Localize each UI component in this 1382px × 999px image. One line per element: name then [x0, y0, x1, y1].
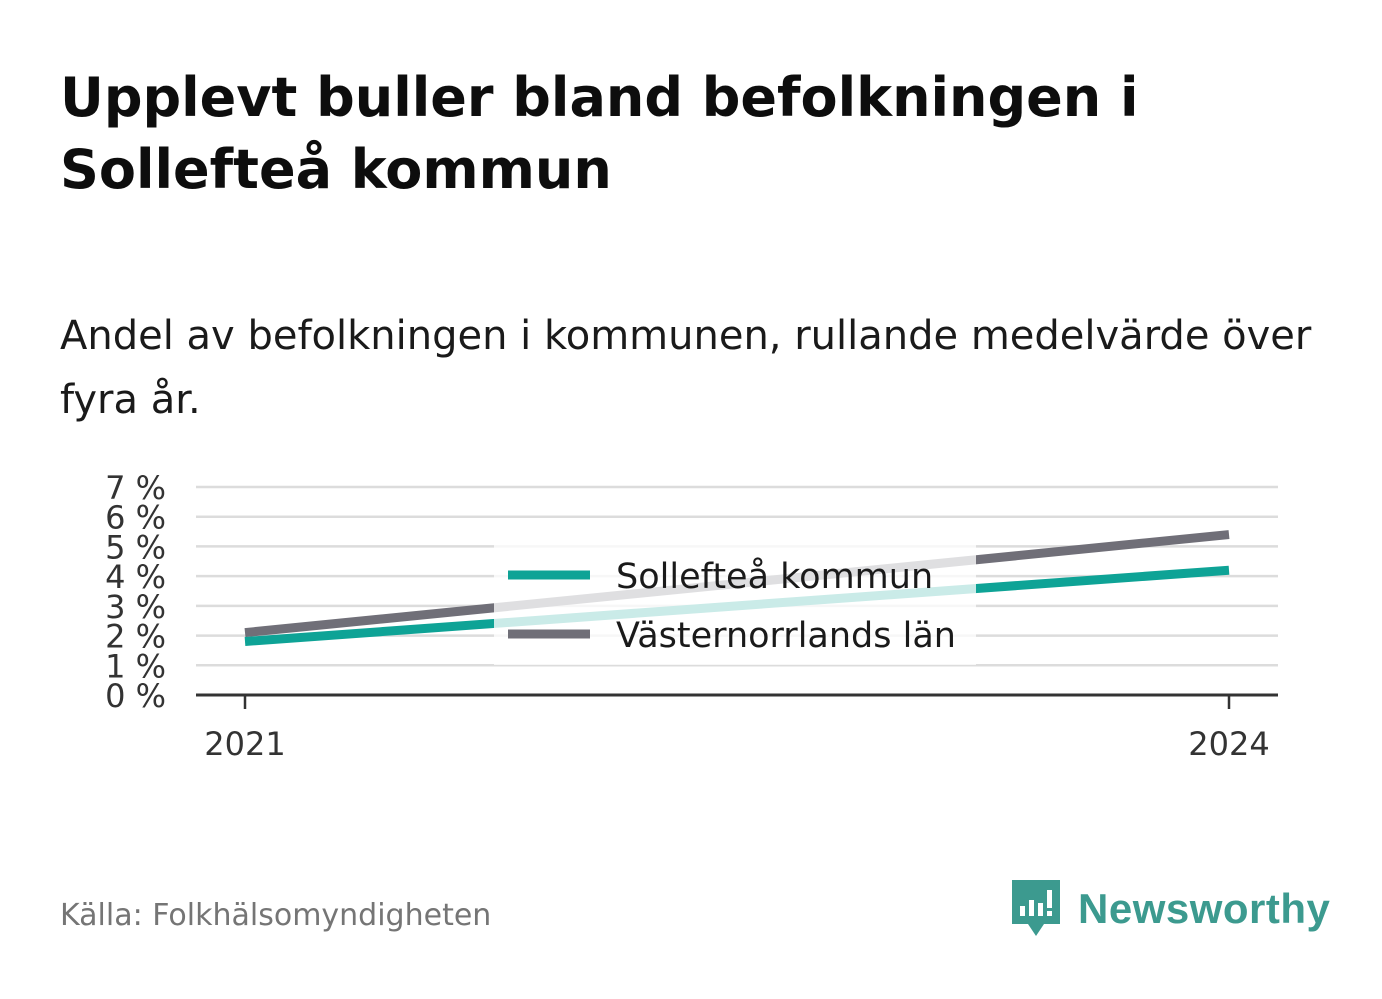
chart-subtitle: Andel av befolkningen i kommunen, rullan…	[60, 313, 1312, 423]
y-tick-label: 0 %	[105, 677, 166, 715]
newsworthy-logo-icon	[1012, 880, 1060, 936]
legend-box	[494, 545, 976, 665]
y-tick-label: 1 %	[105, 647, 166, 685]
y-tick-label: 3 %	[105, 588, 166, 626]
x-tick-label: 2024	[1188, 725, 1269, 763]
legend-label: Västernorrlands län	[616, 616, 956, 656]
brand-logo: Newsworthy	[1010, 878, 1330, 940]
brand-name: Newsworthy	[1078, 885, 1331, 932]
y-tick-label: 7 %	[105, 469, 166, 507]
legend-label: Sollefteå kommun	[616, 556, 933, 597]
line-chart: 0 %1 %2 %3 %4 %5 %6 %7 % 2021 2024 Sollefte…	[105, 469, 1278, 763]
y-tick-label: 6 %	[105, 499, 166, 537]
x-tick-label: 2021	[204, 725, 285, 763]
y-tick-label: 5 %	[105, 528, 166, 566]
y-tick-label: 2 %	[105, 618, 166, 656]
chart-title: Upplevt buller bland befolkningen i Soll…	[60, 66, 1139, 201]
source-note: Källa: Folkhälsomyndigheten	[60, 898, 492, 933]
y-tick-label: 4 %	[105, 558, 166, 596]
legend: Sollefteå kommun Västernorrlands län	[494, 545, 976, 665]
